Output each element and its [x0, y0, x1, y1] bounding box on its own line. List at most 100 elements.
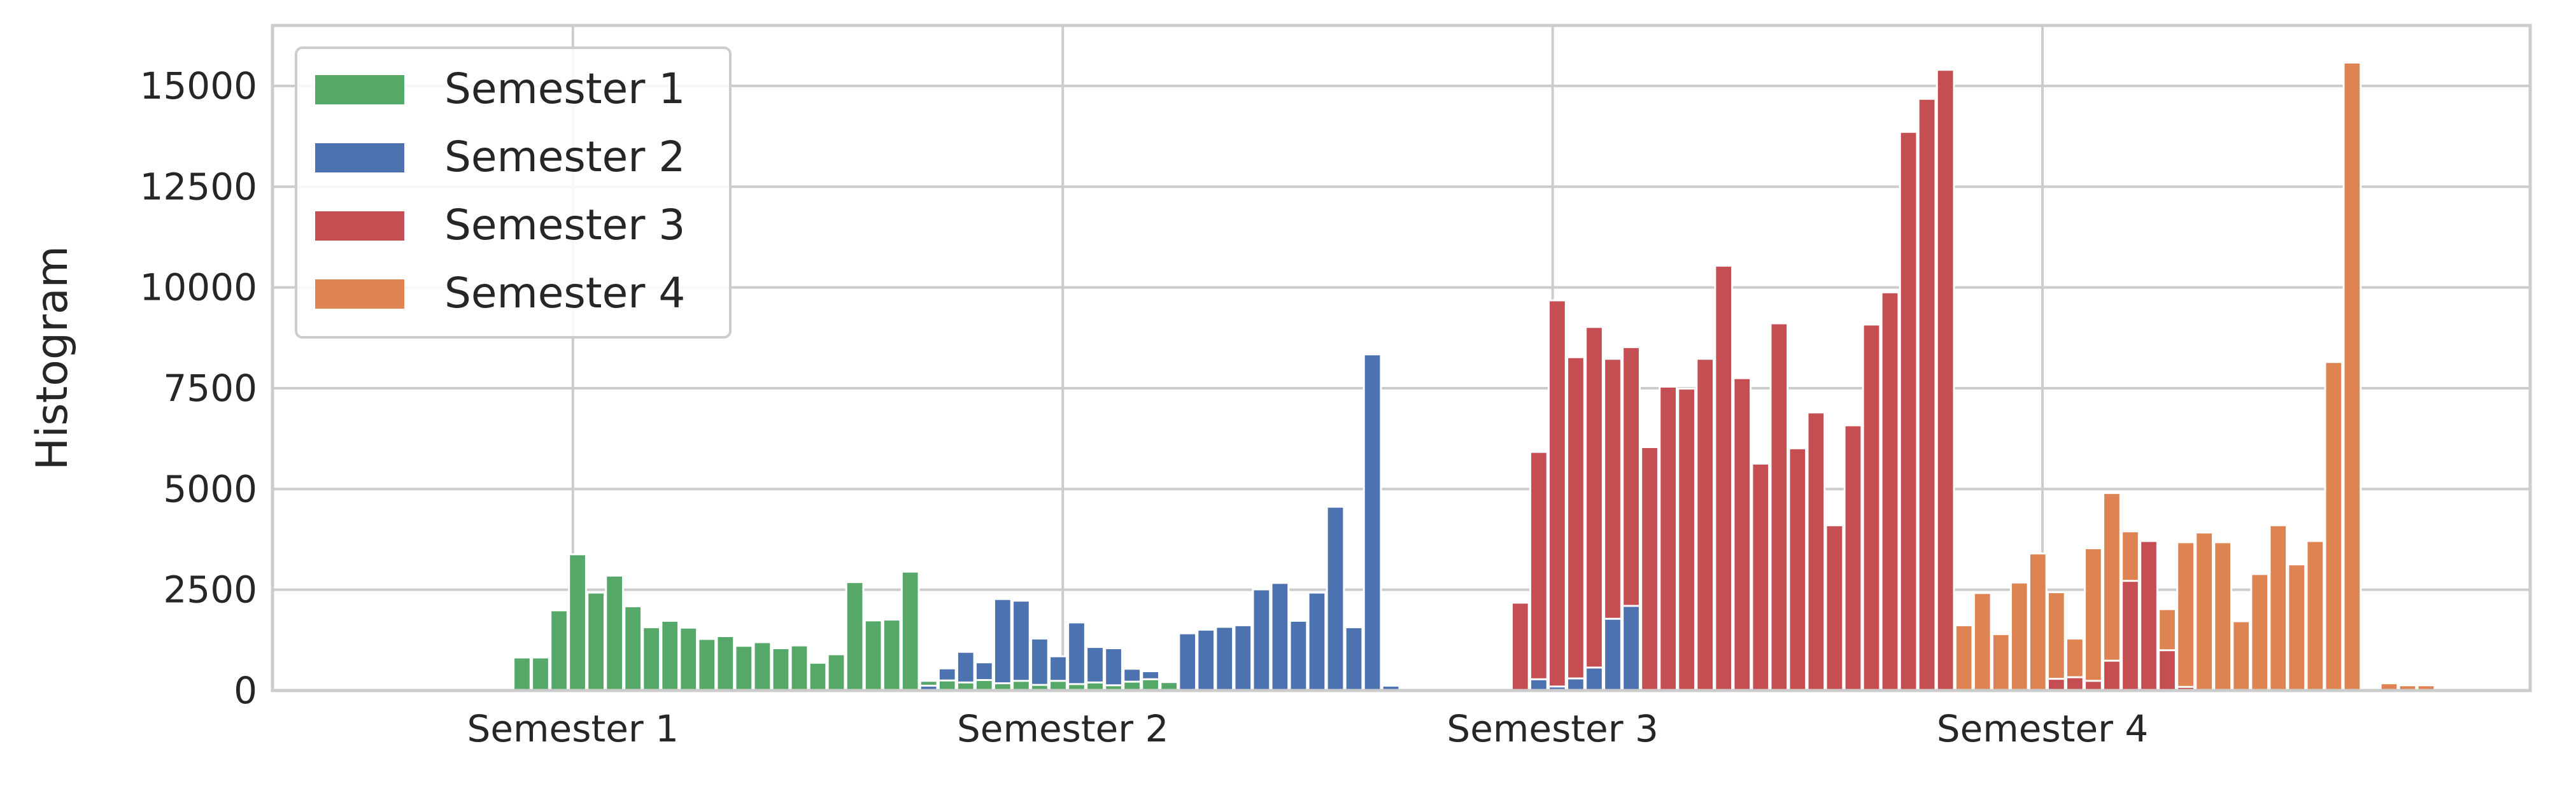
bar-semester-1 — [845, 581, 865, 692]
bar-semester-3 — [1917, 97, 1937, 692]
bar-semester-4 — [2324, 361, 2344, 692]
bar-semester-3 — [1640, 446, 1659, 692]
legend-swatch — [315, 211, 404, 241]
bar-semester-1 — [697, 638, 717, 692]
legend-label: Semester 2 — [444, 132, 685, 181]
bar-semester-4 — [2213, 541, 2233, 692]
bar-semester-3 — [1806, 411, 1826, 692]
x-tick-label: Semester 2 — [957, 707, 1169, 750]
legend-swatch — [315, 279, 404, 309]
bar-semester-4 — [2046, 591, 2066, 692]
bar-semester-1 — [513, 656, 532, 692]
bar-semester-3 — [1936, 69, 1955, 692]
y-tick-label: 5000 — [163, 467, 257, 510]
bar-semester-2 — [1252, 588, 1271, 692]
bar-semester-4 — [2287, 563, 2307, 692]
y-tick-label: 10000 — [139, 266, 257, 309]
bar-semester-4 — [1991, 633, 2011, 692]
bar-semester-2 — [1585, 666, 1604, 692]
bar-semester-3 — [1566, 356, 1585, 692]
bar-semester-1 — [789, 644, 809, 692]
bar-semester-3 — [1899, 130, 1918, 692]
bar-semester-1 — [900, 570, 920, 692]
bar-semester-3 — [2102, 659, 2121, 692]
bars — [272, 61, 2436, 692]
bar-semester-3 — [1714, 264, 1734, 692]
bar-semester-2 — [1030, 637, 1049, 692]
bar-semester-4 — [1972, 592, 1992, 692]
bar-semester-2 — [1566, 677, 1585, 692]
bar-semester-2 — [1529, 678, 1548, 692]
bar-semester-2 — [1215, 626, 1235, 692]
bar-semester-3 — [1659, 385, 1678, 692]
bar-semester-4 — [2195, 531, 2214, 692]
bar-semester-1 — [531, 656, 550, 692]
bar-semester-1 — [882, 619, 902, 692]
y-tick-label: 2500 — [163, 568, 257, 612]
bar-semester-1 — [623, 605, 643, 692]
legend-label: Semester 1 — [444, 64, 685, 113]
bar-semester-3 — [1732, 377, 1752, 692]
bar-semester-2 — [1178, 632, 1198, 692]
y-tick-label: 15000 — [139, 64, 257, 108]
bar-semester-4 — [2176, 541, 2195, 692]
bar-semester-1 — [568, 553, 587, 692]
bar-semester-1 — [549, 609, 569, 692]
bar-semester-3 — [1585, 326, 1604, 692]
bar-semester-3 — [1769, 322, 1789, 692]
bar-semester-2 — [1603, 617, 1622, 692]
y-tick-label: 12500 — [139, 165, 257, 208]
bar-semester-4 — [2305, 540, 2325, 692]
y-axis-label: Histogram — [27, 246, 78, 470]
bar-semester-3 — [1843, 424, 1863, 692]
bar-semester-2 — [1104, 647, 1123, 692]
bar-semester-4 — [2342, 61, 2362, 692]
bar-semester-1 — [734, 645, 754, 692]
bar-semester-1 — [771, 647, 791, 692]
bar-semester-3 — [2158, 649, 2177, 692]
x-tick-label: Semester 4 — [1937, 707, 2149, 750]
bar-semester-1 — [753, 641, 772, 692]
bar-semester-3 — [1510, 601, 1530, 692]
bar-semester-3 — [1751, 462, 1771, 692]
bar-semester-3 — [1529, 451, 1548, 692]
bar-semester-3 — [2139, 540, 2158, 692]
x-tick-label: Semester 1 — [467, 707, 679, 750]
legend: Semester 1 Semester 2 Semester 3 Semester 4 — [295, 46, 732, 339]
bar-semester-3 — [1862, 323, 1881, 692]
y-tick-labels: 0 2500 5000 7500 10000 12500 15000 — [139, 64, 257, 712]
bar-semester-4 — [2028, 552, 2048, 692]
bar-semester-2 — [1307, 591, 1327, 692]
bar-semester-4 — [2009, 581, 2029, 692]
bar-semester-2 — [1289, 619, 1308, 692]
bar-semester-1 — [642, 626, 662, 692]
bar-semester-3 — [2046, 678, 2066, 692]
bar-semester-3 — [1880, 291, 1900, 692]
bar-semester-2 — [1344, 626, 1364, 692]
legend-swatch — [315, 75, 404, 104]
bar-semester-2 — [1067, 621, 1086, 692]
bar-semester-2 — [1326, 505, 1345, 692]
plot-frame — [271, 24, 2532, 692]
legend-box — [295, 46, 732, 339]
bar-semester-3 — [1695, 358, 1715, 692]
bar-semester-2 — [1196, 628, 1216, 692]
bar-semester-3 — [1677, 388, 1697, 692]
bar-semester-1 — [716, 635, 735, 692]
bar-semester-2 — [1362, 353, 1382, 692]
bar-semester-4 — [2268, 524, 2288, 692]
bar-semester-2 — [1233, 624, 1253, 692]
y-tick-label: 0 — [234, 669, 257, 712]
bar-semester-3 — [1548, 299, 1567, 692]
bar-semester-4 — [2232, 620, 2251, 692]
bar-semester-1 — [808, 661, 828, 692]
bar-semester-3 — [2065, 676, 2084, 692]
legend-swatch — [315, 143, 404, 172]
bar-semester-2 — [993, 598, 1012, 692]
bar-semester-3 — [2121, 580, 2140, 692]
bar-semester-1 — [679, 626, 698, 692]
bar-semester-1 — [605, 575, 624, 692]
bar-semester-1 — [1141, 678, 1161, 692]
x-tick-labels: Semester 1 Semester 2 Semester 3 Semester 4 — [467, 707, 2149, 750]
